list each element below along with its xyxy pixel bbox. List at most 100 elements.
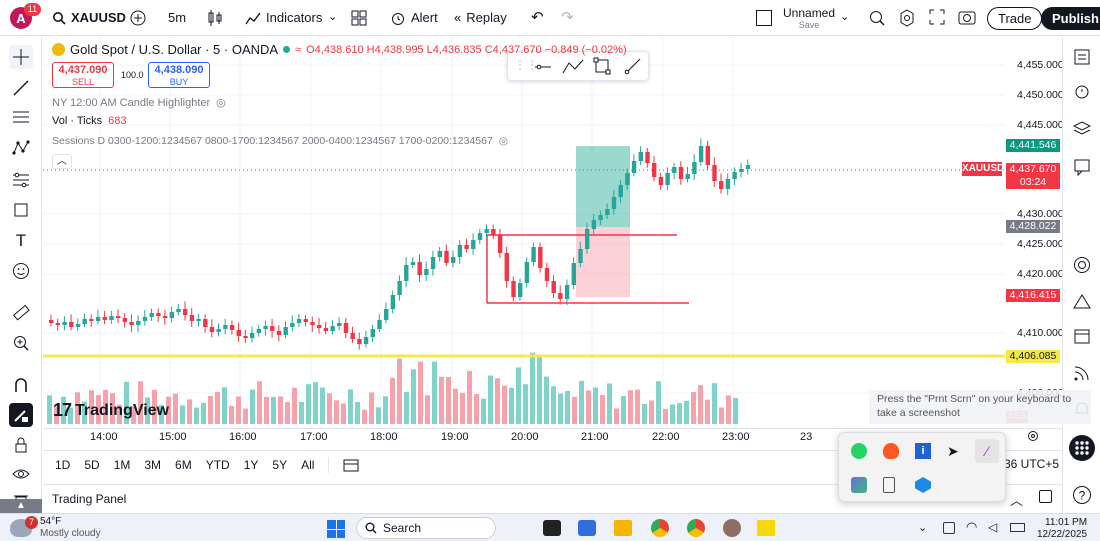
crosshair-tool[interactable] xyxy=(9,45,33,69)
range-3m[interactable]: 3M xyxy=(144,457,162,472)
horizontal-line-icon[interactable] xyxy=(534,59,552,75)
chat-button[interactable] xyxy=(1070,155,1094,179)
chevron-down-icon[interactable]: ⌄ xyxy=(328,11,338,23)
quick-search-button[interactable] xyxy=(868,9,886,30)
color-app-icon[interactable] xyxy=(851,477,867,493)
news-button[interactable] xyxy=(1070,361,1094,385)
send-app-icon[interactable]: ➤ xyxy=(947,443,959,459)
magnet-tool[interactable] xyxy=(9,373,33,397)
rectangle-tool-icon[interactable] xyxy=(593,57,611,75)
symbol-title[interactable]: Gold Spot / U.S. Dollar · 5 · OANDA xyxy=(70,42,279,57)
fullscreen-button[interactable] xyxy=(929,9,945,28)
range-all[interactable]: All xyxy=(301,457,315,472)
trendline-tool[interactable] xyxy=(9,76,33,100)
emoji-tool[interactable] xyxy=(9,259,33,283)
time-axis-settings-button[interactable] xyxy=(1027,430,1039,445)
range-ytd[interactable]: YTD xyxy=(205,457,230,472)
indicators-button[interactable]: Indicators xyxy=(237,0,330,36)
windows-start-button[interactable] xyxy=(327,520,345,538)
toolbar-collapse-button[interactable]: ▲ xyxy=(0,499,42,513)
trade-button[interactable]: Trade xyxy=(987,7,1043,30)
fire-app-icon[interactable] xyxy=(883,443,899,459)
range-6m[interactable]: 6M xyxy=(175,457,192,472)
taskbar-clock[interactable]: 11:01 PM 12/22/2025 xyxy=(1037,517,1088,540)
snapshot-button[interactable] xyxy=(958,9,976,28)
pattern-tool[interactable] xyxy=(9,136,33,160)
visibility-tool[interactable] xyxy=(9,462,33,486)
text-tool[interactable]: T xyxy=(9,229,33,253)
ideas-button[interactable] xyxy=(1070,289,1094,313)
chart-type-button[interactable] xyxy=(207,9,223,30)
redo-button[interactable]: ↷ xyxy=(561,8,574,26)
help-button[interactable]: ? xyxy=(1070,483,1094,507)
price-scale[interactable]: 4,455.000 4,450.000 4,445.000 4,430.000 … xyxy=(1005,37,1064,429)
user-app-icon[interactable] xyxy=(723,519,741,537)
eye-off-icon[interactable]: ◎ xyxy=(216,97,226,109)
range-1d[interactable]: 1D xyxy=(55,457,71,472)
indicator-legend-candle-highlighter[interactable]: NY 12:00 AM Candle Highlighter ◎ xyxy=(52,96,226,110)
undo-button[interactable]: ↶ xyxy=(531,8,544,26)
alert-button[interactable]: Alert xyxy=(382,0,446,36)
symbol-search[interactable]: XAUUSD xyxy=(44,0,134,36)
sell-button[interactable]: 4,437.090 SELL xyxy=(52,62,114,88)
replay-button[interactable]: « Replay xyxy=(454,10,507,25)
price-chart[interactable] xyxy=(43,37,1005,429)
eye-off-icon[interactable]: ◎ xyxy=(498,135,508,147)
stay-in-drawing-tool[interactable] xyxy=(9,403,33,427)
shape-tool[interactable] xyxy=(9,198,33,222)
collapse-legend-button[interactable]: ︿ xyxy=(52,154,72,169)
lock-tool[interactable] xyxy=(9,433,33,457)
shield-app-icon[interactable] xyxy=(915,477,931,493)
date-range-icon[interactable] xyxy=(343,457,359,473)
panel-maximize-button[interactable] xyxy=(1039,490,1052,503)
whatsapp-icon[interactable] xyxy=(851,443,867,459)
layout-chevron-icon[interactable]: ⌄ xyxy=(840,11,850,23)
panel-expand-button[interactable]: ︿ xyxy=(1010,490,1023,509)
file-explorer-icon[interactable] xyxy=(614,520,632,536)
tray-app-icon[interactable] xyxy=(943,522,955,534)
time-axis[interactable]: 14:00 15:00 16:00 17:00 18:00 19:00 20:0… xyxy=(43,428,1062,446)
range-5d[interactable]: 5D xyxy=(84,457,100,472)
watchlist-button[interactable] xyxy=(1070,45,1094,69)
tray-chevron-icon[interactable]: ⌄ xyxy=(918,522,928,534)
apps-button[interactable] xyxy=(1069,435,1095,461)
volume-icon[interactable]: ◁ xyxy=(988,520,998,534)
fib-tool[interactable] xyxy=(9,106,33,130)
compare-symbol-button[interactable] xyxy=(129,9,147,30)
layers-button[interactable] xyxy=(1070,117,1094,141)
publish-button[interactable]: Publish xyxy=(1041,7,1100,30)
taskbar-search-box[interactable]: Search xyxy=(356,517,496,539)
buy-button[interactable]: 4,438.090 BUY xyxy=(148,62,210,88)
timezone-button[interactable]: 36 UTC+5 xyxy=(1004,457,1060,471)
battery-icon[interactable] xyxy=(1010,523,1025,532)
pen-app-icon[interactable]: ∕ xyxy=(975,439,999,463)
ray-icon[interactable] xyxy=(624,57,642,75)
drag-handle-icon[interactable]: ⋮⋮ xyxy=(514,58,538,72)
settings-button[interactable] xyxy=(898,9,916,30)
layout-name[interactable]: Unnamed Save xyxy=(783,6,836,30)
zoom-tool[interactable] xyxy=(9,331,33,355)
target-button[interactable] xyxy=(1070,253,1094,277)
forecast-tool[interactable] xyxy=(9,168,33,192)
polyline-icon[interactable] xyxy=(562,58,584,76)
alerts-button[interactable] xyxy=(1070,79,1094,103)
indicator-legend-sessions[interactable]: Sessions D 0300-1200:1234567 0800-1700:1… xyxy=(52,135,508,147)
calendar-button[interactable] xyxy=(1070,324,1094,348)
layout-checkbox-icon[interactable] xyxy=(756,10,772,26)
measure-tool[interactable] xyxy=(9,301,33,325)
interval-button[interactable]: 5m xyxy=(168,10,187,25)
trading-panel-tab[interactable]: Trading Panel xyxy=(52,491,127,506)
chart-pane[interactable]: 17 TradingView ⋮⋮ xyxy=(43,37,1005,429)
range-1y[interactable]: 1Y xyxy=(243,457,259,472)
task-view-icon[interactable] xyxy=(543,520,561,536)
wifi-icon[interactable]: ◠ xyxy=(966,519,978,534)
range-5y[interactable]: 5Y xyxy=(272,457,288,472)
indicator-legend-volume[interactable]: Vol · Ticks 683 xyxy=(52,115,127,127)
layouts-button[interactable] xyxy=(351,10,367,29)
chrome-icon[interactable] xyxy=(651,519,669,537)
weather-widget[interactable]: 54°F Mostly cloudy xyxy=(40,516,101,539)
app-icon[interactable] xyxy=(578,520,596,536)
info-app-icon[interactable]: i xyxy=(915,443,931,459)
yellow-app-icon[interactable] xyxy=(757,520,775,536)
range-1m[interactable]: 1M xyxy=(113,457,131,472)
